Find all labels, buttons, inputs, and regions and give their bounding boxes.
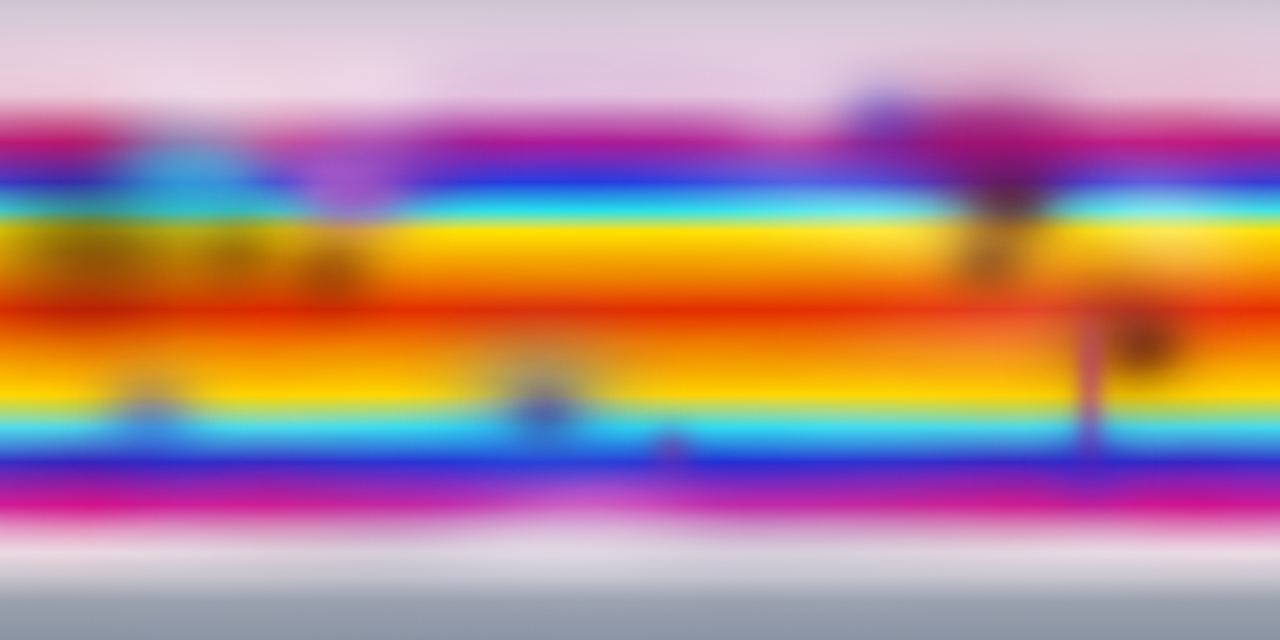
temperature-map-canvas: [0, 0, 1280, 640]
grain-texture: [0, 0, 1280, 640]
